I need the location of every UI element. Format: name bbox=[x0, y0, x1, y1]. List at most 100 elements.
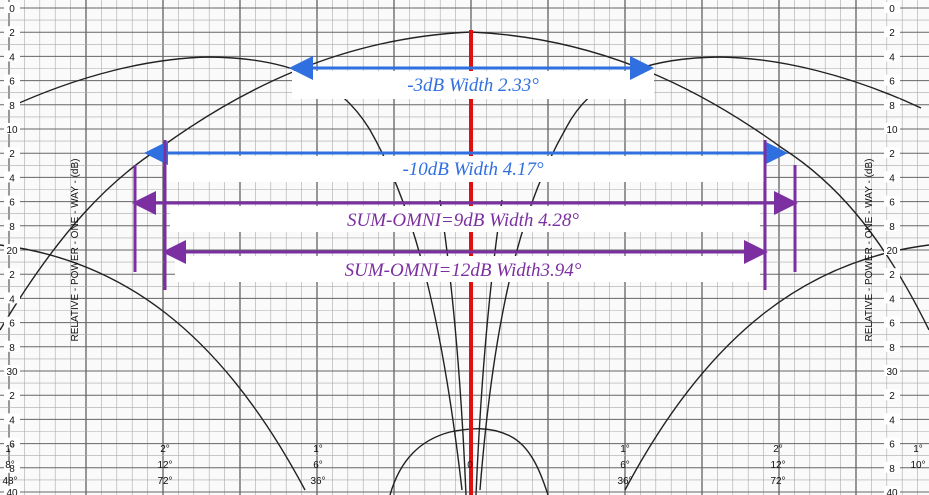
y-label: 40 bbox=[6, 488, 18, 495]
y-label: 6 bbox=[9, 77, 15, 88]
label-bg bbox=[884, 50, 900, 62]
x-label: 2° bbox=[773, 444, 783, 455]
y-label: 4 bbox=[889, 173, 895, 184]
annotation: SUM-OMNI=9dB Width 4.28° bbox=[347, 210, 579, 231]
label-bg bbox=[4, 413, 20, 425]
label-bg bbox=[884, 74, 900, 86]
label-bg bbox=[884, 316, 900, 328]
x-label: 1° bbox=[5, 444, 15, 455]
center-curves bbox=[439, 199, 503, 495]
label-bg bbox=[4, 486, 20, 495]
x-label: 1° bbox=[313, 444, 323, 455]
label-bg bbox=[884, 26, 900, 38]
y-label: 10 bbox=[6, 125, 18, 136]
label-bg bbox=[4, 316, 20, 328]
label-bg bbox=[884, 486, 900, 495]
x-label: 48° bbox=[2, 476, 17, 487]
x-label: 1° bbox=[913, 444, 923, 455]
label-bg bbox=[4, 123, 20, 134]
label-bg bbox=[884, 461, 900, 473]
y-label: 2 bbox=[889, 149, 895, 160]
y-label: 6 bbox=[889, 77, 895, 88]
label-bg bbox=[4, 340, 20, 352]
label-bg bbox=[4, 50, 20, 62]
y-label: 8 bbox=[9, 101, 15, 112]
y-label: 8 bbox=[9, 222, 15, 233]
annotation: SUM-OMNI=12dB Width3.94° bbox=[345, 260, 582, 281]
label-bg bbox=[4, 292, 20, 304]
y-label: 0 bbox=[9, 4, 15, 15]
label-bg bbox=[4, 219, 20, 231]
label-bg bbox=[884, 195, 900, 207]
y-label: 2 bbox=[889, 391, 895, 402]
y-label: 2 bbox=[9, 391, 15, 402]
y-label: 0 bbox=[889, 4, 895, 15]
center-bump bbox=[389, 428, 549, 495]
y-label: 20 bbox=[886, 246, 898, 257]
y-label: 2 bbox=[9, 28, 15, 39]
label-bg bbox=[4, 365, 20, 376]
axis-label: RELATIVE - POWER - ONE - WAY - (dB) bbox=[70, 159, 81, 342]
y-label: 4 bbox=[9, 294, 15, 305]
label-bg bbox=[4, 171, 20, 183]
y-label: 2 bbox=[889, 28, 895, 39]
label-bg bbox=[4, 74, 20, 86]
label-bg bbox=[884, 340, 900, 352]
y-label: 4 bbox=[9, 415, 15, 426]
lower-curve-right bbox=[624, 244, 929, 491]
label-bg bbox=[884, 292, 900, 304]
y-label: 6 bbox=[9, 319, 15, 330]
y-label: 6 bbox=[9, 440, 15, 451]
label-bg bbox=[4, 437, 20, 449]
y-label: 8 bbox=[9, 464, 15, 475]
x-label: 72° bbox=[770, 476, 785, 487]
label-bg bbox=[884, 219, 900, 231]
label-bg bbox=[4, 244, 20, 255]
label-bg bbox=[884, 244, 900, 255]
x-label: 12° bbox=[770, 460, 785, 471]
y-label: 6 bbox=[9, 198, 15, 209]
label-bg bbox=[884, 365, 900, 376]
lower-curve-left bbox=[0, 244, 306, 491]
y-label: 8 bbox=[889, 222, 895, 233]
label-bg bbox=[4, 461, 20, 473]
label-bg bbox=[4, 2, 20, 13]
y-label: 4 bbox=[9, 173, 15, 184]
label-bg bbox=[4, 147, 20, 159]
x-label: 36° bbox=[617, 476, 632, 487]
y-label: 8 bbox=[889, 343, 895, 354]
annotation: -10dB Width 4.17° bbox=[402, 159, 544, 180]
label-bg bbox=[884, 123, 900, 134]
x-label: 36° bbox=[310, 476, 325, 487]
x-label: 6° bbox=[313, 460, 323, 471]
x-label: 72° bbox=[157, 476, 172, 487]
label-bg bbox=[884, 98, 900, 110]
y-label: 40 bbox=[886, 488, 898, 495]
label-bg bbox=[884, 268, 900, 280]
y-label: 4 bbox=[889, 415, 895, 426]
y-label: 4 bbox=[889, 52, 895, 63]
y-label: 8 bbox=[889, 101, 895, 112]
y-label: 8 bbox=[889, 464, 895, 475]
y-label: 6 bbox=[889, 319, 895, 330]
x-label: 1° bbox=[620, 444, 630, 455]
y-label: 30 bbox=[886, 367, 898, 378]
label-bg bbox=[4, 268, 20, 280]
y-label: 6 bbox=[889, 198, 895, 209]
label-bg bbox=[884, 413, 900, 425]
x-label: 12° bbox=[157, 460, 172, 471]
x-label: 0 bbox=[467, 460, 473, 471]
label-bg bbox=[884, 147, 900, 159]
x-label: 6° bbox=[620, 460, 630, 471]
label-bg bbox=[884, 437, 900, 449]
label-bg bbox=[884, 2, 900, 13]
annotation: -3dB Width 2.33° bbox=[407, 75, 539, 96]
y-label: 2 bbox=[9, 149, 15, 160]
label-bg bbox=[884, 389, 900, 401]
label-bg bbox=[884, 171, 900, 183]
label-bg bbox=[4, 26, 20, 38]
x-label: 2° bbox=[160, 444, 170, 455]
x-label: 10° bbox=[910, 460, 925, 471]
y-label: 6 bbox=[889, 440, 895, 451]
